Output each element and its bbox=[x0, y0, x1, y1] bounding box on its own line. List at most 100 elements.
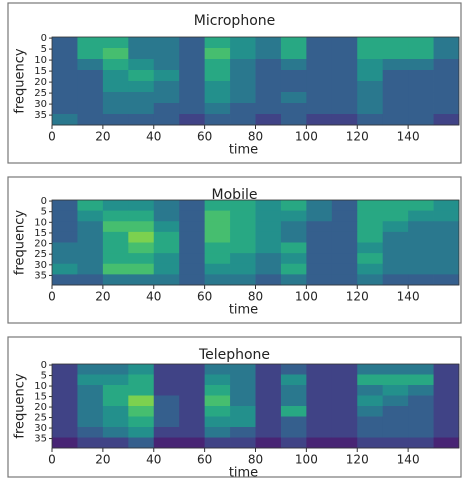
heat-cell bbox=[408, 437, 434, 449]
heat-cell bbox=[128, 221, 155, 233]
heat-cell bbox=[382, 406, 409, 417]
heat-cell bbox=[306, 242, 333, 254]
heat-cell bbox=[204, 231, 231, 243]
y-tick-label: 20 bbox=[34, 402, 47, 413]
heat-cell bbox=[357, 406, 384, 417]
heat-cell bbox=[331, 437, 358, 449]
heat-cell bbox=[52, 274, 78, 286]
heat-cell bbox=[306, 437, 333, 449]
heat-cell bbox=[357, 364, 384, 375]
heat-cell bbox=[433, 221, 460, 233]
heat-cell bbox=[52, 385, 78, 396]
panel-border bbox=[7, 336, 462, 478]
heat-cell bbox=[433, 437, 460, 449]
heat-cell bbox=[331, 200, 358, 212]
heat-cell bbox=[52, 437, 78, 449]
y-tick-label: 0 bbox=[41, 360, 47, 371]
heat-cell bbox=[52, 210, 78, 222]
heat-cell bbox=[280, 406, 307, 417]
heat-cell bbox=[433, 48, 460, 60]
heat-cell bbox=[230, 395, 256, 407]
heat-cell bbox=[102, 59, 129, 71]
heat-cell bbox=[255, 406, 282, 417]
heat-cell bbox=[102, 81, 129, 93]
heat-cell bbox=[382, 274, 409, 286]
heat-cell bbox=[204, 253, 231, 265]
y-tick-label: 0 bbox=[41, 196, 47, 207]
heat-cell bbox=[204, 103, 231, 115]
heat-cell bbox=[255, 395, 282, 407]
heat-cell bbox=[77, 395, 104, 407]
panel-title: Mobile bbox=[212, 187, 258, 203]
heat-cell bbox=[280, 437, 307, 449]
heat-cell bbox=[128, 48, 155, 60]
y-tick-label: 15 bbox=[34, 66, 47, 77]
y-tick-label: 25 bbox=[34, 249, 47, 260]
heat-cell bbox=[153, 385, 180, 396]
heat-cell bbox=[408, 221, 434, 233]
heat-cell bbox=[102, 274, 129, 286]
heat-cell bbox=[153, 37, 180, 49]
heat-cell bbox=[255, 200, 282, 212]
heat-cell bbox=[128, 103, 155, 115]
x-tick-label: 40 bbox=[146, 130, 161, 144]
heat-cell bbox=[128, 416, 155, 428]
heat-cell bbox=[357, 416, 384, 428]
x-axis-label: time bbox=[229, 466, 258, 479]
heat-cell bbox=[102, 37, 129, 49]
y-tick-label: 30 bbox=[34, 423, 47, 434]
heat-cell bbox=[128, 374, 155, 386]
heat-cell bbox=[433, 81, 460, 93]
heat-cell bbox=[306, 364, 333, 375]
heat-cell bbox=[77, 48, 104, 60]
x-axis-label: time bbox=[229, 143, 258, 158]
heat-cell bbox=[77, 210, 104, 222]
heat-cell bbox=[52, 406, 78, 417]
heat-cell bbox=[179, 210, 206, 222]
heat-cell bbox=[102, 427, 129, 438]
heat-cell bbox=[357, 274, 384, 286]
x-tick-label: 80 bbox=[248, 290, 263, 304]
heat-cell bbox=[230, 253, 256, 265]
heat-cell bbox=[331, 210, 358, 222]
heat-cell bbox=[357, 427, 384, 438]
heat-cell bbox=[204, 59, 231, 71]
heat-cell bbox=[357, 59, 384, 71]
heat-cell bbox=[153, 210, 180, 222]
heat-cell bbox=[230, 427, 256, 438]
heat-cell bbox=[280, 364, 307, 375]
y-tick-label: 5 bbox=[41, 44, 47, 55]
heat-cell bbox=[128, 427, 155, 438]
heat-cell bbox=[331, 427, 358, 438]
heat-cell bbox=[255, 274, 282, 286]
heat-cell bbox=[230, 114, 256, 126]
heat-cell bbox=[230, 231, 256, 243]
heat-cell bbox=[280, 59, 307, 71]
heat-cell bbox=[357, 263, 384, 275]
heat-cell bbox=[230, 103, 256, 115]
heat-cell bbox=[280, 221, 307, 233]
heat-cell bbox=[128, 114, 155, 126]
y-tick-label: 20 bbox=[34, 77, 47, 88]
heat-cell bbox=[179, 114, 206, 126]
x-tick-label: 60 bbox=[197, 290, 212, 304]
heat-cell bbox=[408, 103, 434, 115]
heat-cell bbox=[102, 253, 129, 265]
heat-cell bbox=[102, 364, 129, 375]
heat-cell bbox=[77, 416, 104, 428]
heat-cell bbox=[306, 395, 333, 407]
heat-cell bbox=[77, 263, 104, 275]
heat-cell bbox=[408, 37, 434, 49]
x-axis-label: time bbox=[229, 303, 258, 318]
heat-cell bbox=[230, 242, 256, 254]
heat-cell bbox=[128, 70, 155, 82]
heat-cell bbox=[52, 92, 78, 104]
heat-cell bbox=[433, 200, 460, 212]
heat-cell bbox=[128, 274, 155, 286]
heat-cell bbox=[179, 437, 206, 449]
y-tick-label: 5 bbox=[41, 371, 47, 382]
heat-cell bbox=[153, 364, 180, 375]
heat-cell bbox=[331, 114, 358, 126]
heat-cell bbox=[204, 48, 231, 60]
heat-cell bbox=[306, 103, 333, 115]
